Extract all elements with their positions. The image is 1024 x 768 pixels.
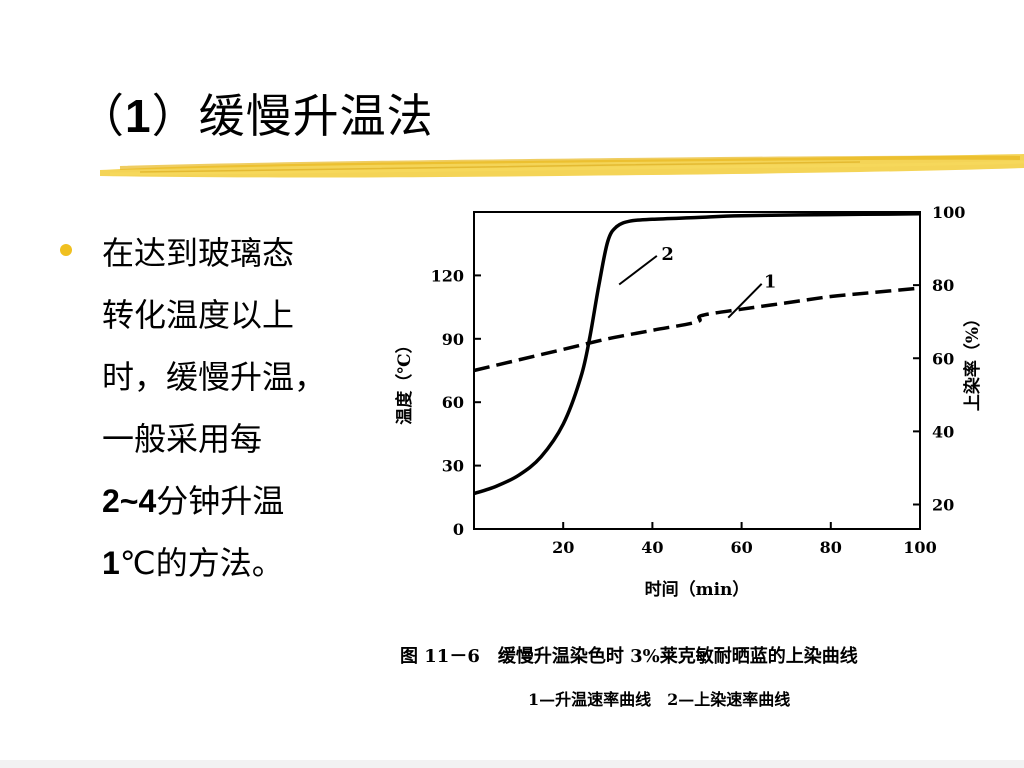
slide-title: （1）缓慢升温法 [78, 80, 434, 146]
chart-figure: 20 40 60 80 100 0 30 60 90 120 20 40 60 80 100 1 2 时间（… [380, 190, 1000, 624]
bullet-line: 时，缓慢升温， [102, 358, 327, 396]
x-axis-label: 时间（min） [645, 579, 750, 600]
bullet-line: 在达到玻璃态 [102, 234, 295, 272]
bullet-line: 一般采用每 [102, 420, 263, 458]
title-prefix: （ [78, 89, 125, 143]
y2-tick-label: 60 [932, 349, 954, 368]
bullet-dot-icon [60, 244, 72, 256]
x-tick-label: 80 [820, 538, 842, 557]
bullet-line: 转化温度以上 [102, 296, 295, 334]
bullet-line: 1℃的方法。 [102, 532, 367, 594]
leader-line-1 [727, 283, 763, 319]
y2-tick-label: 80 [932, 276, 954, 295]
dyeing-curve-chart: 20 40 60 80 100 0 30 60 90 120 20 40 60 80 100 1 2 时间（… [394, 203, 983, 600]
x-tick-label: 20 [552, 538, 574, 557]
title-number: 1 [125, 90, 152, 142]
y-tick-label: 0 [453, 520, 464, 539]
series-line-2 [473, 212, 921, 496]
series-line-1 [473, 286, 921, 373]
figure-legend-caption: 1—升温速率曲线 2—上染速率曲线 [528, 690, 791, 709]
y-tick-label: 90 [442, 330, 464, 349]
y-tick-label: 120 [431, 266, 464, 285]
x-tick-label: 100 [903, 538, 936, 557]
y-tick-label: 60 [442, 393, 464, 412]
bullet-text: 在达到玻璃态 转化温度以上 时，缓慢升温， 一般采用每 2~4分钟升温 1℃的方… [102, 222, 367, 594]
bullet-line: 2~4分钟升温 [102, 470, 367, 532]
title-close: ） [151, 89, 199, 143]
x-tick-label: 60 [730, 538, 752, 557]
bullet-rest: ℃的方法。 [119, 544, 284, 582]
y2-tick-label: 20 [932, 496, 954, 515]
y2-axis-label: 上染率（%） [962, 310, 983, 411]
y2-tick-label: 40 [932, 422, 954, 441]
footer-bar [0, 760, 1024, 768]
y2-tick-label: 100 [932, 203, 965, 222]
title-underline-brush [100, 154, 1024, 178]
figure-caption: 图 11－6 缓慢升温染色时 3%莱克敏耐晒蓝的上染曲线 [400, 646, 858, 667]
curve-label-1: 1 [764, 272, 777, 293]
y-axis-label: 温度（℃） [394, 336, 415, 424]
title-text: 缓慢升温法 [198, 89, 434, 143]
y-tick-label: 30 [442, 457, 464, 476]
plot-frame [473, 211, 921, 530]
leader-line-2 [618, 255, 658, 286]
bullet-bold-one: 1 [102, 545, 120, 581]
curve-label-2: 2 [661, 244, 674, 265]
bullet-bold-range: 2~4 [102, 483, 157, 519]
x-tick-label: 40 [641, 538, 663, 557]
bullet-rest: 分钟升温 [156, 482, 285, 520]
